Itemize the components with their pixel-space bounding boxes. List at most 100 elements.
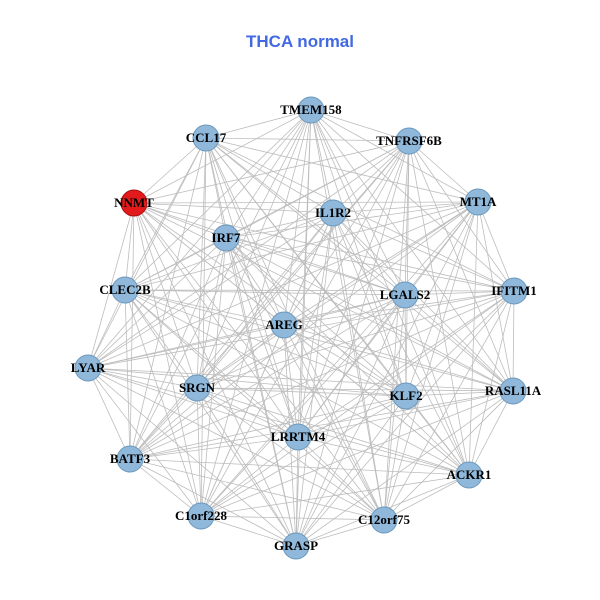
node-label-AREG: AREG — [265, 317, 303, 332]
network-edge — [205, 137, 515, 292]
network-edge — [124, 140, 410, 291]
network-edge — [295, 390, 514, 547]
network-edge — [295, 201, 479, 547]
network-edge — [196, 387, 385, 521]
network-edge — [87, 324, 285, 369]
node-label-IRF7: IRF7 — [212, 230, 241, 245]
network-edge — [297, 390, 514, 438]
node-label-NNMT: NNMT — [114, 195, 154, 210]
network-edge — [200, 474, 470, 517]
network-edge — [87, 367, 514, 392]
network-edge — [87, 140, 410, 369]
network-edge — [124, 201, 479, 291]
network-edge — [133, 202, 385, 521]
network-edge — [283, 324, 470, 476]
network-node-BATF3 — [116, 445, 144, 473]
network-edge — [310, 109, 470, 476]
network-edge — [129, 458, 297, 547]
network-edge — [129, 140, 410, 460]
network-edge — [405, 290, 515, 397]
network-edge — [124, 289, 515, 292]
network-edge — [124, 289, 202, 517]
network-edge — [225, 237, 470, 476]
network-edge — [133, 202, 407, 397]
edges-layer — [87, 109, 515, 547]
network-edge — [129, 436, 299, 460]
network-edge — [297, 436, 385, 521]
network-edge — [87, 201, 479, 369]
network-edge — [124, 289, 406, 296]
network-edge — [332, 212, 515, 292]
network-edge — [310, 109, 385, 521]
network-edge — [129, 458, 202, 517]
network-edge — [87, 367, 131, 460]
network-edge — [124, 289, 299, 438]
network-edge — [405, 140, 410, 397]
network-edge — [295, 395, 407, 547]
network-node-ACKR1 — [455, 461, 483, 489]
network-edge — [133, 202, 334, 214]
node-label-LGALS2: LGALS2 — [380, 287, 431, 302]
network-edge — [124, 289, 514, 392]
node-label-LRRTM4: LRRTM4 — [271, 429, 326, 444]
network-edge — [404, 294, 470, 476]
network-edge — [87, 289, 126, 369]
network-edge — [283, 140, 410, 326]
network-node-CLEC2B — [111, 276, 139, 304]
network-edge — [200, 201, 479, 517]
network-edge — [129, 395, 407, 460]
network-node-TMEM158 — [297, 96, 325, 124]
network-edge — [124, 237, 227, 291]
network-edge — [196, 387, 299, 438]
network-edge — [405, 395, 470, 476]
network-edge — [87, 367, 297, 547]
network-edge — [404, 294, 407, 397]
network-edge — [200, 294, 406, 517]
network-edge — [225, 237, 514, 392]
network-edge — [196, 290, 515, 389]
network-edge — [133, 109, 312, 204]
network-edge — [283, 109, 312, 326]
network-edge — [205, 137, 334, 214]
network-edge — [87, 237, 227, 369]
network-node-IRF7 — [212, 224, 240, 252]
network-edge — [297, 436, 470, 476]
network-edge — [133, 202, 299, 438]
network-edge — [332, 201, 479, 214]
network-edge — [129, 137, 207, 460]
network-edge — [87, 367, 299, 438]
network-edge — [133, 201, 479, 204]
network-edge — [383, 474, 470, 521]
network-edge — [129, 387, 198, 460]
network-edge — [196, 387, 297, 547]
network-edge — [87, 367, 470, 476]
network-edge — [124, 289, 131, 460]
network-edge — [295, 212, 334, 547]
network-edge — [124, 289, 198, 389]
network-node-CCL17 — [192, 124, 220, 152]
network-edge — [196, 137, 207, 389]
network-edge — [225, 212, 334, 239]
network-edge — [200, 237, 227, 517]
network-edge — [408, 140, 515, 292]
node-label-IFITM1: IFITM1 — [491, 283, 537, 298]
network-edge — [468, 290, 515, 476]
network-edge — [205, 109, 312, 139]
network-edge — [332, 212, 407, 397]
network-node-LYAR — [74, 354, 102, 382]
network-edge — [383, 294, 406, 521]
network-node-MT1A — [464, 188, 492, 216]
node-label-RASL11A: RASL11A — [485, 383, 542, 398]
network-edge — [405, 390, 514, 397]
network-edge — [87, 367, 198, 389]
network-edge — [283, 324, 514, 392]
network-node-KLF2 — [392, 382, 420, 410]
network-node-IL1R2 — [319, 199, 347, 227]
network-node-TNFRSF6B — [395, 127, 423, 155]
network-edge — [87, 367, 202, 517]
network-edge — [129, 458, 470, 476]
network-edge — [196, 387, 470, 476]
network-edge — [200, 515, 385, 521]
network-edge — [332, 212, 406, 296]
node-label-MT1A: MT1A — [460, 194, 497, 209]
